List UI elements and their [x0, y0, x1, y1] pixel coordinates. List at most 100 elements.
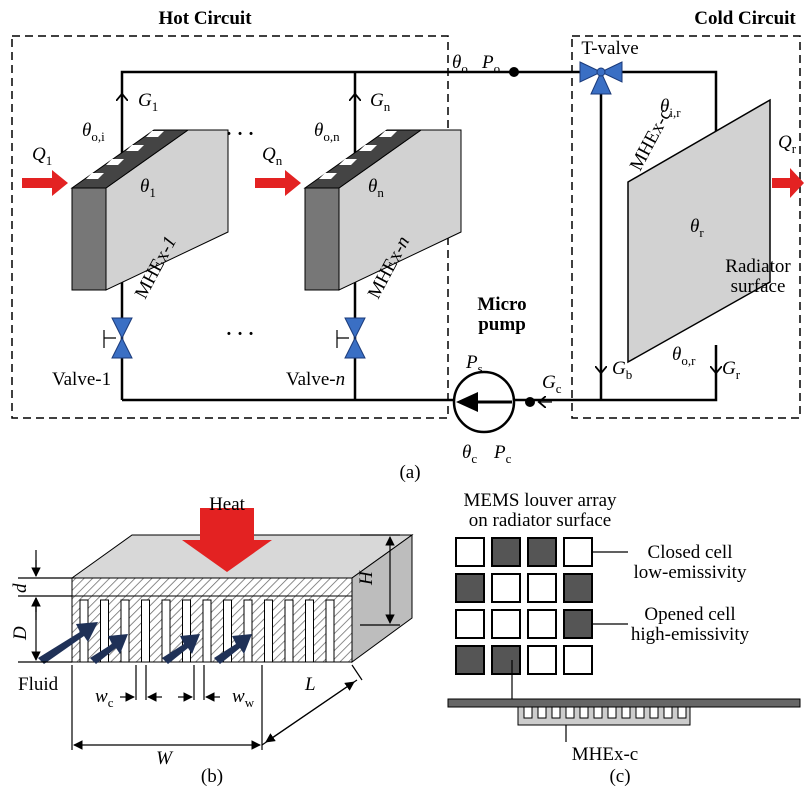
symbol: Q — [32, 144, 46, 165]
symbol: w — [95, 686, 108, 707]
label-line: Micro — [477, 294, 526, 315]
opened-cell — [528, 538, 556, 566]
opened-cell — [492, 646, 520, 674]
subscript: c — [108, 695, 114, 710]
block-front — [305, 188, 339, 290]
t-valve — [580, 62, 622, 94]
subscript: r — [792, 141, 797, 156]
label: Fluid — [18, 674, 59, 695]
fin-channel — [285, 600, 293, 662]
slot — [552, 707, 560, 718]
opened-cell — [456, 646, 484, 674]
slot — [580, 707, 588, 718]
subscript: 1 — [46, 153, 53, 168]
radiator-plate — [448, 699, 800, 707]
label: H — [356, 570, 377, 586]
label: Gn — [370, 90, 391, 114]
block-front — [72, 188, 106, 290]
subscript: s — [478, 361, 483, 376]
ellipsis: · · · — [226, 324, 255, 345]
label: ww — [232, 686, 255, 710]
symbol: θ — [462, 442, 471, 463]
subscript: o,n — [323, 129, 340, 144]
label: Heat — [209, 494, 246, 515]
label-line: Closed cell — [648, 542, 733, 563]
symbol: Q — [778, 132, 792, 153]
closed-cell — [456, 610, 484, 638]
symbol: G — [138, 90, 152, 111]
subscript: w — [245, 695, 255, 710]
label-line: surface — [731, 276, 786, 297]
label: MHEx-c — [572, 744, 638, 765]
closed-cell — [528, 574, 556, 602]
slot — [524, 707, 532, 718]
subscript: o — [461, 61, 468, 76]
fin-channel — [121, 600, 129, 662]
fin-channel — [162, 600, 170, 662]
slot — [594, 707, 602, 718]
micro-pump — [454, 372, 514, 432]
label-line: Opened cell — [644, 604, 735, 625]
subscript: n — [377, 185, 384, 200]
subscript: o,i — [91, 129, 105, 144]
hot-circuit-title: Hot Circuit — [158, 8, 252, 29]
fin-channel — [142, 600, 150, 662]
fin-channel — [203, 600, 211, 662]
label-line: on radiator surface — [469, 510, 611, 531]
label: θo,n — [314, 120, 340, 144]
symbol: θ — [368, 176, 377, 197]
label: Po — [481, 52, 500, 76]
subscript: c — [556, 381, 562, 396]
label: Pc — [493, 442, 512, 466]
label: θo — [452, 52, 468, 76]
text: Valve- — [286, 369, 336, 390]
subscript: r — [736, 367, 741, 382]
slot — [678, 707, 686, 718]
slot — [622, 707, 630, 718]
fin-channel — [244, 600, 252, 662]
subscript: n — [384, 99, 391, 114]
slot — [664, 707, 672, 718]
symbol: P — [465, 352, 478, 373]
symbol: P — [481, 52, 494, 73]
symbol: G — [722, 358, 736, 379]
slot — [650, 707, 658, 718]
closed-cell — [492, 610, 520, 638]
label: Closed celllow-emissivity — [634, 542, 747, 583]
closed-cell — [456, 538, 484, 566]
subscript: o,r — [681, 353, 696, 368]
label: Qn — [262, 144, 283, 168]
slot — [636, 707, 644, 718]
closed-cell — [564, 538, 592, 566]
label: Gc — [542, 372, 562, 396]
label: Qr — [778, 132, 797, 156]
closed-cell — [528, 646, 556, 674]
subscript: n — [276, 153, 283, 168]
symbol: Q — [262, 144, 276, 165]
label: Opened cellhigh-emissivity — [631, 604, 750, 645]
subscript: r — [699, 225, 704, 240]
subscript: c — [506, 451, 512, 466]
subscript: o — [494, 61, 501, 76]
subscript: 1 — [149, 185, 156, 200]
label: d — [10, 583, 31, 593]
slot — [608, 707, 616, 718]
symbol: θ — [672, 344, 681, 365]
label: θo,r — [672, 344, 696, 368]
opened-cell — [564, 610, 592, 638]
fin-channel — [306, 600, 314, 662]
louver-array — [456, 538, 592, 674]
label: MEMS louver arrayon radiator surface — [463, 490, 617, 531]
mhex-c-slots — [518, 707, 690, 725]
subscript: 1 — [152, 99, 159, 114]
slot — [566, 707, 574, 718]
label: W — [156, 748, 174, 769]
symbol: G — [370, 90, 384, 111]
label-line: MEMS louver array — [463, 490, 617, 511]
ellipsis: · · · — [226, 124, 255, 145]
label: G1 — [138, 90, 158, 114]
closed-cell — [564, 646, 592, 674]
label: (a) — [399, 462, 420, 483]
symbol: θ — [82, 120, 91, 141]
